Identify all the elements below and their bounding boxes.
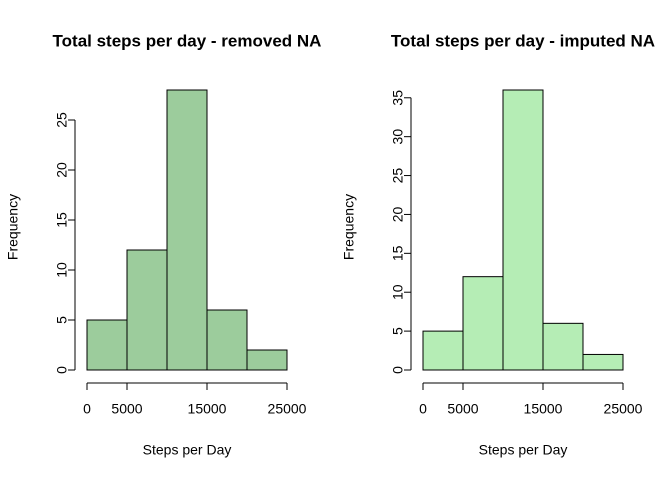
y-tick-label: 10 bbox=[390, 284, 406, 300]
x-tick-label: 0 bbox=[83, 401, 91, 417]
y-tick-label: 25 bbox=[390, 168, 406, 184]
y-tick-label: 30 bbox=[390, 129, 406, 145]
histogram-bar bbox=[86, 319, 128, 371]
x-tick-label: 15000 bbox=[188, 401, 227, 417]
histogram-bar bbox=[462, 276, 504, 371]
y-tick-label: 5 bbox=[54, 316, 70, 324]
histogram-bar bbox=[582, 353, 624, 371]
chart-title: Total steps per day - removed NA bbox=[53, 31, 322, 50]
chart: Total steps per day - removed NA Steps pe… bbox=[5, 31, 322, 458]
x-tick-label: 0 bbox=[419, 401, 427, 417]
histogram-bar bbox=[246, 349, 288, 371]
y-tick-label: 20 bbox=[54, 162, 70, 178]
histogram-bar bbox=[206, 309, 248, 371]
y-tick-label: 20 bbox=[390, 206, 406, 222]
histogram-bar bbox=[166, 89, 208, 371]
y-tick-label: 35 bbox=[390, 90, 406, 106]
y-tick-label: 0 bbox=[390, 366, 406, 374]
chart: Total steps per day - imputed NA Steps pe… bbox=[341, 31, 655, 458]
y-tick-label: 10 bbox=[54, 262, 70, 278]
chart-title: Total steps per day - imputed NA bbox=[391, 31, 655, 50]
x-tick-label: 5000 bbox=[447, 401, 478, 417]
y-tick-label: 15 bbox=[390, 245, 406, 261]
y-tick-label: 5 bbox=[390, 327, 406, 335]
y-tick-label: 15 bbox=[54, 212, 70, 228]
x-tick-label: 25000 bbox=[268, 401, 307, 417]
y-tick-label: 0 bbox=[54, 366, 70, 374]
histogram-bar bbox=[422, 330, 464, 371]
x-axis-label: Steps per Day bbox=[143, 442, 232, 458]
y-tick-label: 25 bbox=[54, 112, 70, 128]
x-tick-label: 5000 bbox=[111, 401, 142, 417]
x-axis-label: Steps per Day bbox=[479, 442, 568, 458]
histogram-bar bbox=[502, 89, 544, 371]
x-tick-label: 25000 bbox=[604, 401, 643, 417]
histogram-bar bbox=[542, 322, 584, 371]
y-axis-label: Frequency bbox=[5, 194, 21, 260]
y-axis-label: Frequency bbox=[341, 194, 357, 260]
x-tick-label: 15000 bbox=[524, 401, 563, 417]
histogram-bar bbox=[126, 249, 168, 371]
